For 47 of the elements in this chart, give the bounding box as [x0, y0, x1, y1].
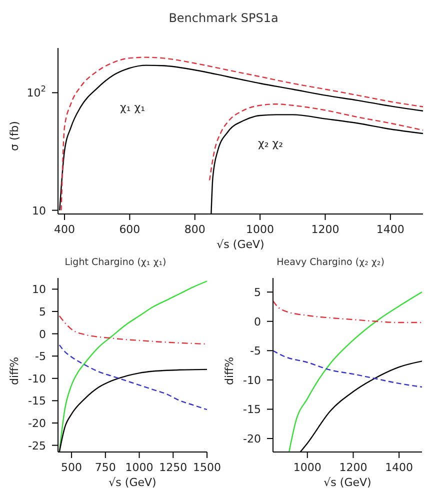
line-series [273, 350, 422, 388]
y-tick-label: 10 [32, 204, 46, 218]
x-tick-label: 1400 [385, 461, 414, 474]
line-series [58, 315, 207, 345]
y-axis-title: diff% [8, 356, 21, 385]
line-series [58, 344, 207, 410]
y-tick-label: -15 [28, 394, 46, 408]
y-tick-label: -20 [28, 417, 46, 430]
y-tick-label: -10 [28, 372, 46, 386]
chart-title: Heavy Chargino (χ₂ χ₂) [276, 256, 386, 270]
y-tick-label: -10 [243, 374, 261, 387]
x-tick-label: 600 [119, 223, 140, 236]
y-tick-label: 5 [254, 286, 261, 300]
x-tick-label: 1200 [311, 223, 340, 236]
y-tick-label: 5 [39, 305, 46, 318]
x-tick-label: 1400 [376, 223, 404, 236]
y-tick-label: -20 [243, 432, 261, 446]
x-tick-label: 1000 [125, 461, 154, 474]
chart-title: Benchmark SPS1a [168, 10, 280, 27]
line-series [288, 291, 422, 452]
x-tick-label: 1500 [193, 461, 221, 474]
line-series [273, 300, 422, 324]
x-axis-title: √s (GeV) [108, 476, 156, 489]
x-tick-label: 800 [184, 223, 206, 236]
x-tick-label: 1250 [159, 461, 188, 474]
annotation: χ₁ χ₁ [120, 100, 146, 114]
y-tick-label: -15 [243, 403, 261, 416]
x-tick-label: 1000 [293, 461, 322, 474]
x-tick-label: 500 [61, 461, 82, 474]
y-tick-label: -25 [28, 439, 46, 452]
x-tick-label: 400 [54, 223, 76, 236]
y-tick-label: 0 [39, 328, 46, 341]
y-tick-label: -5 [250, 344, 261, 358]
x-tick-label: 750 [94, 461, 116, 474]
chart-title: Light Chargino (χ₁ χ₁) [64, 256, 168, 270]
x-tick-label: 1200 [339, 461, 368, 474]
x-axis-title: √s (GeV) [216, 238, 264, 251]
y-tick-label: 10 [32, 283, 46, 296]
annotation: χ₂ χ₂ [258, 136, 283, 150]
x-tick-label: 1000 [246, 223, 274, 236]
line-series [208, 104, 423, 181]
y-axis-title: diff% [222, 356, 236, 385]
y-tick-label: 10$^{2}$ [26, 84, 46, 100]
y-tick-label: 0 [254, 315, 261, 328]
x-axis-title: √s (GeV) [324, 476, 372, 489]
y-axis-title: σ (fb) [8, 121, 21, 151]
y-tick-label: -5 [35, 350, 46, 364]
